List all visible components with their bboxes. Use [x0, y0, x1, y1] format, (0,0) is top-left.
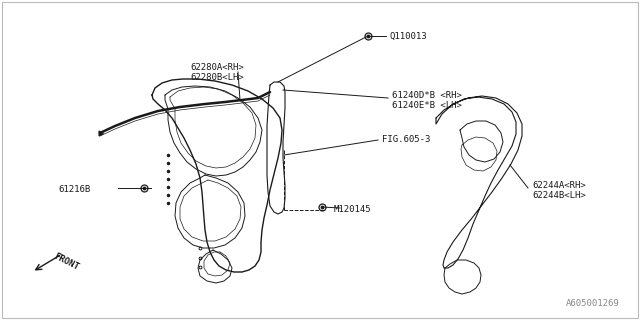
Text: FRONT: FRONT [52, 252, 80, 272]
Text: A605001269: A605001269 [566, 299, 620, 308]
Text: FIG.605-3: FIG.605-3 [382, 135, 430, 145]
Text: M120145: M120145 [334, 205, 372, 214]
Text: 62280B<LH>: 62280B<LH> [190, 74, 244, 83]
Text: 62244A<RH>: 62244A<RH> [532, 180, 586, 189]
Text: Q110013: Q110013 [390, 31, 428, 41]
Text: 61240E*B <LH>: 61240E*B <LH> [392, 100, 462, 109]
Text: 62244B<LH>: 62244B<LH> [532, 190, 586, 199]
Text: 61216B: 61216B [58, 186, 90, 195]
Text: 61240D*B <RH>: 61240D*B <RH> [392, 91, 462, 100]
Text: 62280A<RH>: 62280A<RH> [190, 63, 244, 73]
